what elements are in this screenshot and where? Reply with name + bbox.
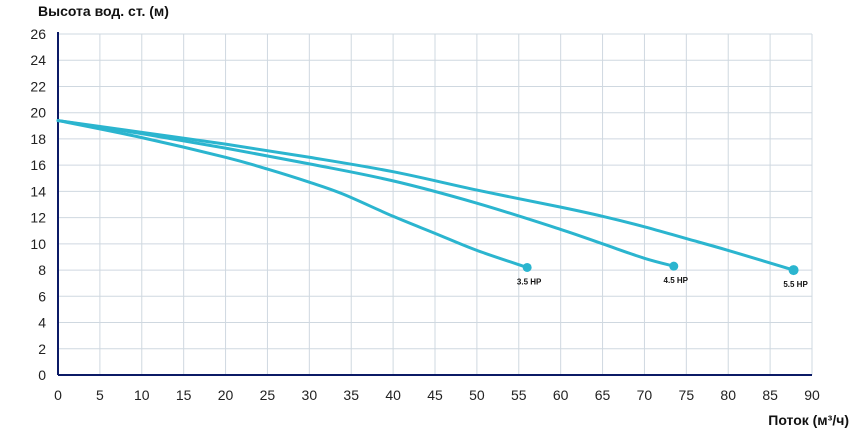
- series-line: [56, 119, 529, 269]
- y-tick-label: 0: [38, 367, 46, 383]
- series-labels: 3.5 HP 4.5 HP 5.5 HP: [517, 276, 809, 289]
- y-tick-label: 8: [38, 262, 46, 278]
- x-axis-title: Поток (м³/ч): [768, 412, 849, 428]
- x-tick-label: 90: [804, 387, 820, 403]
- x-tick-label: 70: [637, 387, 653, 403]
- y-tick-label: 4: [38, 315, 46, 331]
- y-tick-label: 24: [30, 52, 46, 68]
- x-tick-label: 40: [385, 387, 401, 403]
- y-tick-label: 22: [30, 78, 46, 94]
- x-tick-label: 50: [469, 387, 485, 403]
- y-tick-label: 16: [30, 157, 46, 173]
- y-axis-title: Высота вод. ст. (м): [38, 3, 169, 19]
- x-tick-label: 35: [343, 387, 359, 403]
- x-tick-label: 45: [427, 387, 443, 403]
- series-end-marker: [788, 265, 799, 276]
- series-line: [56, 119, 676, 268]
- x-tick-label: 80: [720, 387, 736, 403]
- y-tick-label: 10: [30, 236, 46, 252]
- series-lines: [56, 119, 796, 272]
- series-end-marker: [669, 261, 679, 271]
- axes: [57, 32, 812, 376]
- x-tick-label: 5: [96, 387, 104, 403]
- y-tick-label: 14: [30, 183, 46, 199]
- y-tick-label: 2: [38, 341, 46, 357]
- x-tick-label: 10: [134, 387, 150, 403]
- x-tick-label: 55: [511, 387, 527, 403]
- y-tick-label: 6: [38, 288, 46, 304]
- x-tick-labels: 0 5 10 15 20 25 30 35 40 45 50 55 60 65 70 75 80 85 90: [54, 387, 820, 403]
- series-label: 3.5 HP: [517, 277, 542, 286]
- x-tick-label: 65: [595, 387, 611, 403]
- series-label: 4.5 HP: [664, 276, 689, 285]
- y-tick-label: 12: [30, 210, 46, 226]
- x-tick-label: 15: [176, 387, 192, 403]
- x-tick-label: 25: [260, 387, 276, 403]
- y-tick-label: 20: [30, 105, 46, 121]
- x-tick-label: 60: [553, 387, 569, 403]
- series-end-markers: [522, 261, 799, 276]
- x-tick-label: 30: [302, 387, 318, 403]
- series-line: [56, 119, 796, 272]
- x-tick-label: 0: [54, 387, 62, 403]
- y-tick-label: 26: [30, 26, 46, 42]
- x-tick-label: 85: [762, 387, 778, 403]
- grid: [58, 33, 813, 375]
- y-tick-label: 18: [30, 131, 46, 147]
- series-end-marker: [522, 262, 532, 272]
- series-label: 5.5 HP: [783, 280, 808, 289]
- x-tick-label: 75: [679, 387, 695, 403]
- x-tick-label: 20: [218, 387, 234, 403]
